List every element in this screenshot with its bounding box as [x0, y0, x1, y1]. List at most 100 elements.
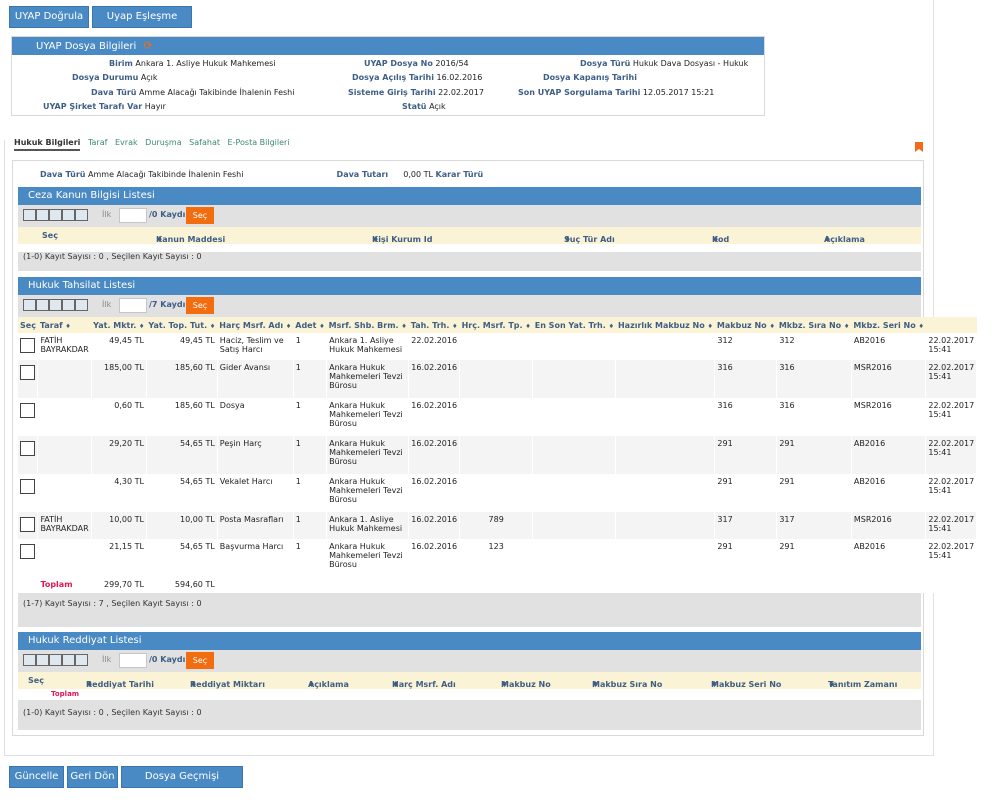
list-icon[interactable] [36, 299, 49, 311]
sisteme-giris-row: Sisteme Giriş Tarihi 22.02.2017 [348, 88, 484, 97]
cell-seri: AB2016 [851, 333, 927, 360]
tab-hukuk-bilgileri[interactable]: Hukuk Bilgileri [14, 138, 81, 151]
col-makbuz-no[interactable]: Makbuz No ♦ [714, 317, 777, 333]
ilk-input[interactable] [119, 298, 147, 313]
uncheck-icon[interactable] [62, 209, 75, 221]
col-adet[interactable]: Adet ♦ [293, 317, 327, 333]
cell-top: 54,65 TL [146, 436, 218, 474]
bookmark-icon[interactable] [915, 142, 923, 152]
tab-evrak[interactable]: Evrak [115, 138, 138, 147]
col-hazirlik-makbuz-no[interactable]: Hazırlık Makbuz No ♦ [615, 317, 715, 333]
reddiyat-toplam-row: Toplam [18, 689, 921, 700]
cell-adet: 1 [293, 436, 328, 474]
col-mkbz-sira-no[interactable]: Mkbz. Sıra No ♦ [776, 317, 852, 333]
select-all-icon[interactable] [23, 299, 36, 311]
frame-bottom-border [4, 755, 934, 756]
checklist-icon[interactable] [49, 299, 62, 311]
refresh-icon[interactable]: ⟳ [143, 39, 153, 52]
table-row[interactable]: 4,30 TL 54,65 TL Vekalet Harcı 1 Ankara … [18, 474, 978, 512]
col-en-son-yat-trh[interactable]: En Son Yat. Trh. ♦ [532, 317, 616, 333]
checklist-icon[interactable] [49, 654, 62, 666]
uyap-dogrula-button[interactable]: UYAP Doğrula [9, 6, 89, 28]
col-hrc-msrf-tp[interactable]: Hrç. Msrf. Tp. ♦ [459, 317, 533, 333]
cell-makbuz: 291 [714, 436, 778, 474]
list-icon[interactable] [36, 654, 49, 666]
tab-safahat[interactable]: Safahat [189, 138, 220, 147]
col-msrf-shb-brm[interactable]: Msrf. Shb. Brm. ♦ [326, 317, 409, 333]
checklist-icon[interactable] [49, 209, 62, 221]
checkbox[interactable] [20, 479, 35, 494]
uncheck-icon[interactable] [62, 654, 75, 666]
sec-button[interactable]: Seç [186, 207, 214, 224]
col-taraf[interactable]: Taraf ♦ [37, 317, 92, 333]
checkbox[interactable] [20, 365, 35, 380]
table-row[interactable]: 185,00 TL 185,60 TL Gider Avansı 1 Ankar… [18, 360, 978, 398]
geri-don-button[interactable]: Geri Dön [67, 766, 118, 788]
cell-zaman: 22.02.2017 15:41 [925, 360, 978, 398]
list-icon[interactable] [36, 209, 49, 221]
row-checkbox[interactable] [18, 474, 39, 512]
cell-sira: 291 [776, 474, 852, 512]
panel-header: UYAP Dosya Bilgileri ⟳ [12, 37, 764, 55]
cell-tp [459, 333, 534, 360]
col-harc-msrf-adi[interactable]: Harç Msrf. Adı ♦ [217, 317, 294, 333]
cell-seri: AB2016 [851, 436, 927, 474]
uyap-eslesme-iptali-button[interactable]: Uyap Eşleşme İptali [92, 6, 192, 42]
checkbox[interactable] [20, 441, 35, 456]
checkbox[interactable] [20, 338, 35, 353]
guncelle-button[interactable]: Güncelle [9, 766, 64, 788]
uncheck-icon[interactable] [62, 299, 75, 311]
panel-title: UYAP Dosya Bilgileri [36, 41, 137, 52]
col-yat-mktr[interactable]: Yat. Mktr. ♦ [91, 317, 147, 333]
col-yat-top-tut[interactable]: Yat. Top. Tut. ♦ [146, 317, 218, 333]
cell-tah: 16.02.2016 [408, 360, 461, 398]
cell-makbuz: 316 [714, 398, 778, 436]
col-tah-trh[interactable]: Tah. Trh. ♦ [408, 317, 460, 333]
table-row[interactable]: FATİH BAYRAKDAR 49,45 TL 49,45 TL Haciz,… [18, 333, 978, 360]
row-checkbox[interactable] [18, 333, 39, 360]
reddiyat-header: Hukuk Reddiyat Listesi [18, 632, 921, 650]
row-checkbox[interactable] [18, 360, 39, 398]
select-all-icon[interactable] [23, 209, 36, 221]
toolbar-icons [23, 299, 88, 313]
cell-hazirlik [615, 398, 716, 436]
row-checkbox[interactable] [18, 398, 39, 436]
col-sec[interactable]: Seç [18, 317, 38, 333]
col-mkbz-seri-no[interactable]: Mkbz. Seri No ♦ [851, 317, 926, 333]
dosya-gecmisi-button[interactable]: Dosya Geçmişi Görüntüle [121, 766, 243, 802]
reddiyat-footer: (1-0) Kayıt Sayısı : 0 , Seçilen Kayıt S… [23, 708, 202, 717]
tab-taraf[interactable]: Taraf [87, 138, 108, 147]
row-checkbox[interactable] [18, 512, 39, 539]
ilk-input[interactable] [119, 208, 147, 223]
row-checkbox[interactable] [18, 436, 39, 474]
checkbox[interactable] [20, 403, 35, 418]
frame-left-border [4, 140, 5, 756]
cell-tp [459, 474, 534, 512]
export-icon[interactable] [75, 299, 88, 311]
cell-seri: AB2016 [851, 539, 927, 577]
cell-yat: 4,30 TL [91, 474, 147, 512]
table-row[interactable]: FATİH BAYRAKDAR 10,00 TL 10,00 TL Posta … [18, 512, 978, 539]
cell-tp [459, 360, 534, 398]
export-icon[interactable] [75, 209, 88, 221]
table-row[interactable]: 29,20 TL 54,65 TL Peşin Harç 1 Ankara Hu… [18, 436, 978, 474]
cell-taraf [37, 474, 92, 512]
col-sec[interactable]: Seç [28, 676, 44, 685]
cell-harc: Vekalet Harcı [217, 474, 294, 512]
select-all-icon[interactable] [23, 654, 36, 666]
sec-button[interactable]: Seç [186, 297, 214, 314]
row-checkbox[interactable] [18, 539, 39, 577]
tab-durusma[interactable]: Duruşma [145, 138, 182, 147]
son-sorgulama-row: Son UYAP Sorgulama Tarihi 12.05.2017 15:… [518, 88, 715, 97]
table-row[interactable]: 0,60 TL 185,60 TL Dosya 1 Ankara Hukuk M… [18, 398, 978, 436]
checkbox[interactable] [20, 517, 35, 532]
table-row[interactable]: 21,15 TL 54,65 TL Başvurma Harcı 1 Ankar… [18, 539, 978, 577]
tahsilat-header: Hukuk Tahsilat Listesi [18, 277, 921, 295]
col-sec[interactable]: Seç [42, 231, 58, 240]
sec-button[interactable]: Seç [186, 652, 214, 669]
tab-eposta-bilgileri[interactable]: E-Posta Bilgileri [227, 138, 290, 147]
export-icon[interactable] [75, 654, 88, 666]
checkbox[interactable] [20, 544, 35, 559]
cell-top: 10,00 TL [146, 512, 218, 539]
ilk-input[interactable] [119, 653, 147, 668]
